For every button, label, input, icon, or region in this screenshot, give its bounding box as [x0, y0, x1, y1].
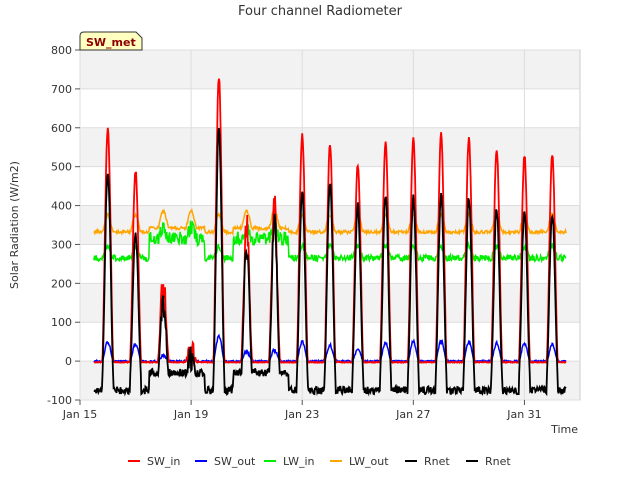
y-tick-label: 300	[51, 238, 72, 251]
legend-label: Rnet	[485, 455, 511, 468]
plot-band	[80, 88, 580, 128]
plot-band	[80, 244, 580, 284]
x-tick-label: Jan 27	[395, 408, 430, 421]
legend-label: LW_in	[283, 455, 315, 468]
legend: SW_in SW_out LW_in LW_out Rnet Rnet	[128, 455, 511, 468]
series-line-lw-out	[93, 208, 567, 237]
y-axis-label: Solar Radiation (W/m2)	[8, 161, 21, 289]
plot-band	[80, 361, 580, 400]
y-tick-label: -100	[47, 394, 72, 407]
plot-band	[80, 283, 580, 323]
x-tick-label: Jan 23	[284, 408, 319, 421]
plot-bands	[80, 50, 580, 400]
y-tick-label: 700	[51, 83, 72, 96]
y-tick-label: 400	[51, 200, 72, 213]
series-line-rnet	[93, 128, 567, 397]
legend-label: LW_out	[349, 455, 389, 468]
series-line-sw-in	[93, 78, 567, 367]
station-badge: SW_met	[79, 31, 143, 51]
x-tick-label: Jan 15	[62, 408, 97, 421]
y-tick-label: 500	[51, 161, 72, 174]
station-badge-shape	[79, 31, 143, 51]
x-tick-label: Jan 31	[506, 408, 541, 421]
plot-band	[80, 322, 580, 362]
y-tick-label: 600	[51, 122, 72, 135]
legend-label: SW_in	[147, 455, 180, 468]
station-badge-text: SW_met	[86, 36, 136, 49]
legend-label: SW_out	[214, 455, 256, 468]
plot-band	[80, 50, 580, 89]
series-line-lw-in	[93, 220, 567, 264]
y-tick-label: 800	[51, 44, 72, 57]
x-axis-ticks: Jan 15 Jan 19 Jan 23 Jan 27 Jan 31	[62, 400, 542, 421]
series-lines	[93, 78, 567, 397]
legend-label: Rnet	[424, 455, 450, 468]
chart-title: Four channel Radiometer	[238, 4, 403, 19]
y-axis-ticks: -100 0 100 200 300 400 500 600 700 800	[47, 44, 80, 407]
x-tick-label: Jan 19	[173, 408, 208, 421]
y-tick-label: 0	[65, 355, 72, 368]
x-axis-label: Time	[550, 423, 578, 436]
y-tick-label: 100	[51, 316, 72, 329]
y-tick-label: 200	[51, 277, 72, 290]
